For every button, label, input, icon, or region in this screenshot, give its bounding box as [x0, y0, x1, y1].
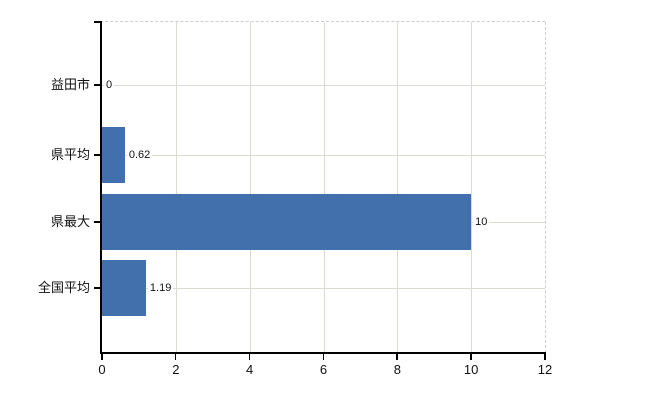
vertical-gridline: [471, 22, 473, 352]
y-axis-tick: [94, 287, 100, 289]
x-axis-tick-label: 8: [393, 362, 401, 377]
x-axis-tick-label: 12: [537, 362, 553, 377]
category-label: 県平均: [50, 147, 90, 162]
x-axis-tick-label: 10: [463, 362, 479, 377]
horizontal-gridline: [102, 288, 545, 289]
category-label: 県最大: [50, 214, 90, 229]
value-label: 10: [473, 216, 490, 229]
x-axis-tick-label: 0: [98, 362, 106, 377]
value-label: 0.62: [126, 149, 153, 162]
bar-4[interactable]: [102, 260, 146, 316]
y-axis-line: [100, 21, 102, 353]
y-axis-tick: [94, 221, 100, 223]
x-axis-tick: [174, 354, 177, 360]
x-axis-tick: [101, 354, 103, 360]
plot-border-top: [100, 21, 545, 22]
vertical-gridline: [323, 22, 325, 352]
x-axis-tick-label: 4: [246, 362, 254, 377]
value-label: 1.19: [147, 282, 174, 295]
x-axis-tick: [322, 354, 324, 360]
y-axis-tick: [94, 84, 100, 86]
x-axis-tick-label: 6: [319, 362, 328, 377]
category-label: 益田市: [50, 77, 90, 92]
bar-2[interactable]: [102, 127, 125, 183]
category-label: 全国平均: [37, 280, 90, 295]
x-axis-tick: [544, 354, 546, 360]
horizontal-gridline: [102, 85, 545, 86]
y-axis-tick: [94, 154, 100, 156]
vertical-gridline: [397, 22, 399, 352]
x-axis-tick: [470, 354, 472, 360]
bar-3[interactable]: [102, 194, 472, 250]
x-axis-tick: [396, 354, 398, 360]
vertical-gridline: [249, 22, 251, 352]
x-axis-line: [100, 352, 546, 354]
horizontal-gridline: [102, 155, 545, 156]
x-axis-tick-label: 2: [172, 362, 180, 377]
vertical-gridline: [175, 22, 177, 352]
y-axis-end-tick: [94, 21, 100, 23]
value-label: 0: [104, 79, 115, 92]
plot-border-right: [545, 22, 546, 353]
x-axis-tick: [248, 354, 251, 360]
